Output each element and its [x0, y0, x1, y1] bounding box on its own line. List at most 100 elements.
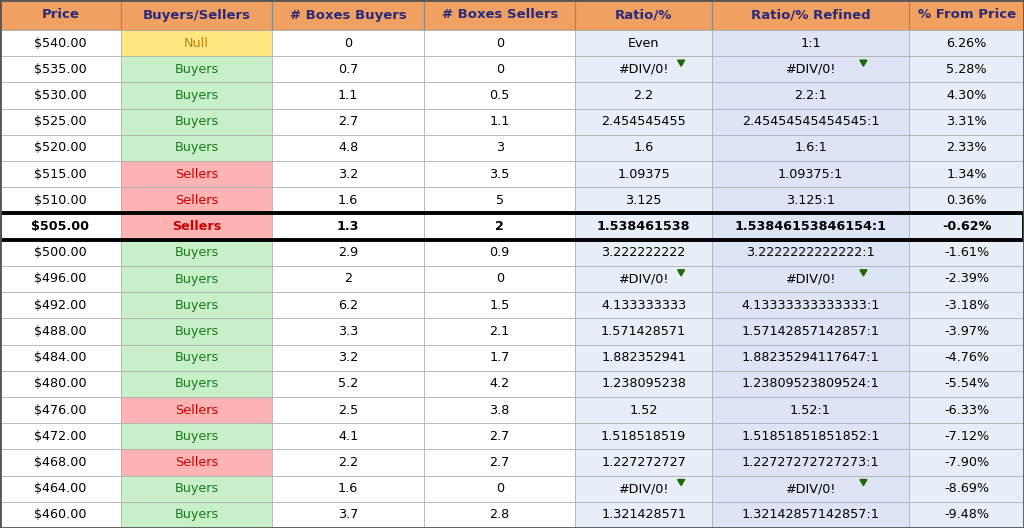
Bar [712, 135, 909, 161]
Bar [424, 187, 575, 213]
Bar [0, 318, 121, 345]
Bar [121, 135, 272, 161]
Text: 1.538461538: 1.538461538 [597, 220, 690, 233]
Bar [272, 423, 424, 449]
Bar [272, 371, 424, 397]
Bar [272, 30, 424, 56]
Text: 2.1: 2.1 [489, 325, 510, 338]
Bar [0, 213, 121, 240]
Text: -5.54%: -5.54% [944, 378, 989, 390]
Bar [272, 0, 424, 30]
Text: 2: 2 [496, 220, 504, 233]
Bar [424, 292, 575, 318]
Bar [909, 318, 1024, 345]
Bar [712, 318, 909, 345]
Bar [575, 0, 712, 30]
Bar [712, 292, 909, 318]
Bar [121, 82, 272, 109]
Polygon shape [860, 60, 867, 66]
Bar [712, 213, 909, 240]
Text: 3.7: 3.7 [338, 508, 358, 521]
Text: 2.2: 2.2 [634, 89, 653, 102]
Bar [0, 345, 121, 371]
Bar [424, 82, 575, 109]
Text: 2: 2 [344, 272, 352, 286]
Text: Sellers: Sellers [172, 220, 221, 233]
Text: Buyers: Buyers [174, 378, 219, 390]
Text: Buyers: Buyers [174, 508, 219, 521]
Bar [272, 82, 424, 109]
Bar [0, 161, 121, 187]
Text: #DIV/0!: #DIV/0! [618, 63, 669, 76]
Text: 1.22727272727273:1: 1.22727272727273:1 [741, 456, 880, 469]
Text: 1.88235294117647:1: 1.88235294117647:1 [741, 351, 880, 364]
Text: 3.2: 3.2 [338, 168, 358, 181]
Text: 1.6: 1.6 [338, 482, 358, 495]
Bar [424, 423, 575, 449]
Bar [0, 56, 121, 82]
Text: 0.7: 0.7 [338, 63, 358, 76]
Text: 1:1: 1:1 [800, 36, 821, 50]
Text: 1.1: 1.1 [338, 89, 358, 102]
Bar [121, 449, 272, 476]
Text: Ratio/%: Ratio/% [614, 8, 673, 22]
Bar [575, 161, 712, 187]
Bar [909, 187, 1024, 213]
Bar [121, 266, 272, 292]
Bar [712, 109, 909, 135]
Text: 2.45454545454545:1: 2.45454545454545:1 [741, 115, 880, 128]
Bar [575, 240, 712, 266]
Bar [272, 292, 424, 318]
Text: $492.00: $492.00 [34, 299, 87, 312]
Bar [0, 397, 121, 423]
Bar [575, 476, 712, 502]
Text: 2.454545455: 2.454545455 [601, 115, 686, 128]
Bar [909, 266, 1024, 292]
Text: 1.3: 1.3 [337, 220, 359, 233]
Text: 2.5: 2.5 [338, 403, 358, 417]
Polygon shape [678, 60, 685, 66]
Text: Sellers: Sellers [175, 403, 218, 417]
Bar [424, 109, 575, 135]
Text: Buyers: Buyers [174, 142, 219, 155]
Text: Buyers: Buyers [174, 89, 219, 102]
Bar [712, 449, 909, 476]
Bar [424, 502, 575, 528]
Bar [0, 476, 121, 502]
Text: #DIV/0!: #DIV/0! [785, 272, 836, 286]
Bar [121, 397, 272, 423]
Bar [575, 56, 712, 82]
Text: 1.571428571: 1.571428571 [601, 325, 686, 338]
Text: $468.00: $468.00 [34, 456, 87, 469]
Bar [909, 56, 1024, 82]
Text: 1.882352941: 1.882352941 [601, 351, 686, 364]
Bar [121, 371, 272, 397]
Text: 4.1: 4.1 [338, 430, 358, 443]
Bar [424, 0, 575, 30]
Text: 6.2: 6.2 [338, 299, 358, 312]
Bar [909, 109, 1024, 135]
Bar [272, 449, 424, 476]
Bar [0, 109, 121, 135]
Bar [424, 476, 575, 502]
Bar [575, 30, 712, 56]
Bar [272, 187, 424, 213]
Text: 3.125: 3.125 [626, 194, 662, 207]
Bar [909, 449, 1024, 476]
Bar [909, 82, 1024, 109]
Bar [272, 240, 424, 266]
Text: Sellers: Sellers [175, 168, 218, 181]
Bar [272, 161, 424, 187]
Text: #DIV/0!: #DIV/0! [785, 482, 836, 495]
Text: 3.2: 3.2 [338, 351, 358, 364]
Bar [424, 371, 575, 397]
Text: #DIV/0!: #DIV/0! [785, 63, 836, 76]
Text: 2.8: 2.8 [489, 508, 510, 521]
Bar [909, 476, 1024, 502]
Text: -6.33%: -6.33% [944, 403, 989, 417]
Text: $500.00: $500.00 [34, 246, 87, 259]
Text: 4.2: 4.2 [489, 378, 510, 390]
Bar [121, 109, 272, 135]
Bar [424, 240, 575, 266]
Text: 1.34%: 1.34% [946, 168, 987, 181]
